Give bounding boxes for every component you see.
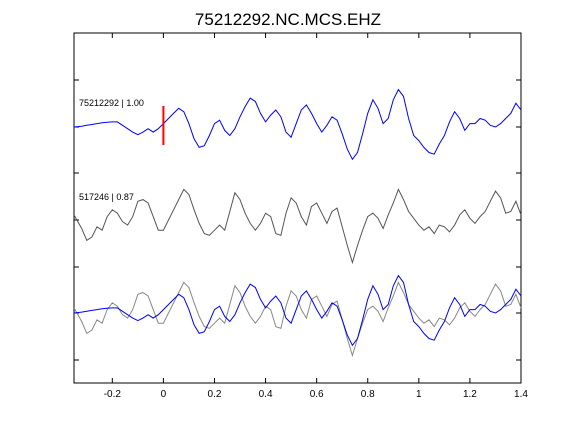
x-tick-label: 0.4	[259, 389, 273, 400]
x-tick-label: 0	[161, 389, 167, 400]
trace-line-master	[73, 88, 522, 161]
traces-group	[73, 88, 522, 358]
x-tick-label: 1.4	[514, 389, 528, 400]
trace-labels: 75212292 | 1.00 517246 | 0.87	[79, 98, 144, 202]
x-tick-label: 1	[416, 389, 422, 400]
trace-label: 517246 | 0.87	[79, 192, 134, 202]
x-tick-labels: -0.2 0 0.2 0.4 0.6 0.8 1 1.2 1.4	[104, 389, 529, 400]
x-tick-label: 0.8	[361, 389, 375, 400]
trace-label: 75212292 | 1.00	[79, 98, 144, 108]
trace-line-correlated	[73, 188, 522, 265]
x-tick-label: 0.2	[208, 389, 222, 400]
overlay-line-master	[73, 274, 522, 347]
x-tick-label: 1.2	[463, 389, 477, 400]
x-tick-label: -0.2	[104, 389, 122, 400]
plot-frame	[73, 32, 522, 384]
chart-title: 75212292.NC.MCS.EHZ	[195, 10, 381, 29]
x-tick-label: 0.6	[310, 389, 324, 400]
